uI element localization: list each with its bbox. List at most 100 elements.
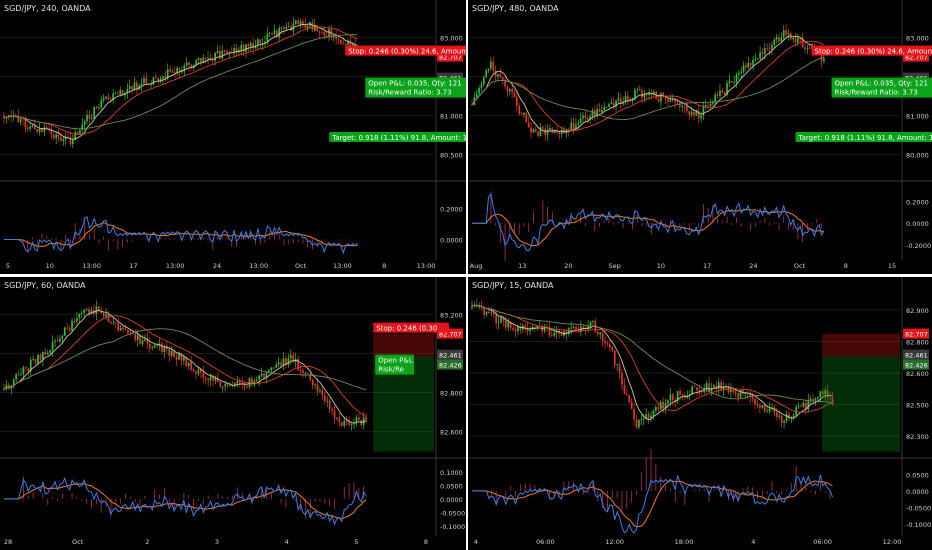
- candle-body: [175, 357, 178, 360]
- candle-body: [558, 330, 560, 334]
- chart-title: SGD/JPY, 480, OANDA: [472, 4, 559, 13]
- candle-body: [197, 369, 200, 374]
- candle-body: [316, 384, 319, 392]
- candle-body: [328, 400, 331, 410]
- candle-body: [285, 27, 288, 29]
- candle-body: [323, 32, 326, 36]
- candle-body: [229, 384, 231, 386]
- candle-body: [169, 69, 171, 73]
- candle-body: [749, 392, 752, 397]
- chart-canvas[interactable]: 82.900 82.800 82.600 82.500 82.300 0.0500 0.00…: [468, 277, 932, 550]
- chart-panel-240[interactable]: 83.00082.00081.00080.5000.20000.00005101…: [0, 0, 466, 274]
- candle-body: [504, 79, 506, 87]
- candle-body: [171, 71, 174, 73]
- chart-panel-15[interactable]: 82.900 82.800 82.600 82.500 82.300 0.0500 0.00…: [468, 277, 932, 550]
- candle-body: [572, 122, 575, 130]
- candle-body: [335, 36, 337, 39]
- candle-body: [233, 48, 235, 53]
- price-tag-entry2: [903, 359, 929, 370]
- candle-body: [478, 306, 481, 308]
- candle-body: [76, 317, 78, 322]
- candle-body: [162, 76, 164, 79]
- candle-body: [345, 420, 348, 422]
- candle-body: [821, 391, 824, 395]
- price-tag-label: 82.461: [439, 352, 462, 360]
- candle-body: [29, 359, 32, 371]
- candle-body: [645, 414, 648, 420]
- time-tick-label: 8: [844, 262, 848, 270]
- candle-body: [722, 386, 725, 390]
- candle-body: [170, 350, 173, 356]
- stop-label: Stop: 0.246 (0.30%) 24.6, Amount: 9: [815, 48, 932, 56]
- candle-body: [268, 32, 271, 34]
- candle-body: [126, 88, 129, 94]
- candle-body: [806, 48, 809, 50]
- candle-body: [234, 383, 236, 387]
- signal-line: [472, 208, 825, 247]
- time-tick-label: 06:00: [813, 538, 832, 546]
- candle-body: [792, 415, 795, 418]
- osc-tick-label: 0.1000: [440, 469, 463, 477]
- candle-body: [156, 345, 158, 347]
- candle-body: [276, 30, 278, 38]
- candle-body: [744, 393, 747, 394]
- candle-body: [63, 327, 66, 336]
- candle-body: [309, 373, 312, 380]
- candle-body: [655, 407, 657, 411]
- candle-body: [353, 423, 355, 425]
- price-tag-label: 82.707: [439, 54, 462, 62]
- stop-zone: [373, 333, 434, 357]
- candle-body: [32, 359, 35, 360]
- candle-body: [273, 30, 276, 34]
- ema-slow-line: [471, 40, 825, 132]
- candle-body: [287, 26, 290, 28]
- candle-body: [603, 106, 606, 111]
- candle-body: [775, 37, 778, 40]
- candle-body: [68, 327, 71, 331]
- price-tick-label: 83.000: [906, 34, 929, 42]
- candle-body: [302, 370, 304, 374]
- candle-body: [482, 77, 485, 85]
- candle-body: [49, 350, 52, 353]
- candle-body: [245, 44, 247, 52]
- candle-body: [292, 355, 295, 362]
- osc-tick-label: -0.1000: [906, 521, 931, 529]
- candle-body: [638, 89, 641, 91]
- candle-body: [86, 114, 88, 122]
- candle-body: [517, 326, 519, 332]
- candle-body: [606, 343, 609, 345]
- horizontal-divider[interactable]: [0, 274, 932, 277]
- candle-body: [567, 328, 570, 335]
- candle-body: [80, 312, 83, 314]
- chart-panel-60[interactable]: 83.20083.00082.80082.6000.10000.05000.00…: [0, 277, 466, 550]
- candle-body: [681, 106, 684, 107]
- chart-canvas[interactable]: 83.00082.00081.00080.5000.20000.00005101…: [0, 0, 466, 274]
- candle-body: [778, 415, 781, 417]
- chart-panel-480[interactable]: 83.00082.00081.00080.0000.20000.0000-0.2…: [468, 0, 932, 274]
- candle-body: [512, 327, 514, 330]
- candle-body: [628, 395, 631, 402]
- price-tick-label: 82.500: [906, 402, 929, 410]
- candle-body: [299, 370, 302, 372]
- chart-title: SGD/JPY, 15, OANDA: [472, 281, 554, 290]
- chart-canvas[interactable]: 83.20083.00082.80082.6000.10000.05000.00…: [0, 277, 466, 550]
- candle-body: [712, 101, 714, 104]
- price-tag-label: 82.707: [905, 54, 928, 62]
- price-tag-label: 82.461: [905, 352, 928, 360]
- candle-body: [102, 313, 105, 317]
- candle-body: [720, 382, 723, 390]
- candle-body: [696, 387, 698, 391]
- candle-body: [635, 419, 638, 428]
- signal-line: [472, 480, 833, 528]
- ema-fast-line: [471, 304, 833, 421]
- candle-body: [216, 50, 219, 53]
- target-label-box: [795, 132, 932, 142]
- macd-line: [4, 476, 367, 526]
- candle-body: [42, 351, 44, 360]
- chart-canvas[interactable]: 83.00082.00081.00080.0000.20000.0000-0.2…: [468, 0, 932, 274]
- candle-body: [337, 38, 340, 41]
- candle-body: [596, 331, 599, 335]
- candle-body: [238, 380, 241, 383]
- candle-body: [713, 385, 715, 388]
- candle-body: [636, 89, 639, 90]
